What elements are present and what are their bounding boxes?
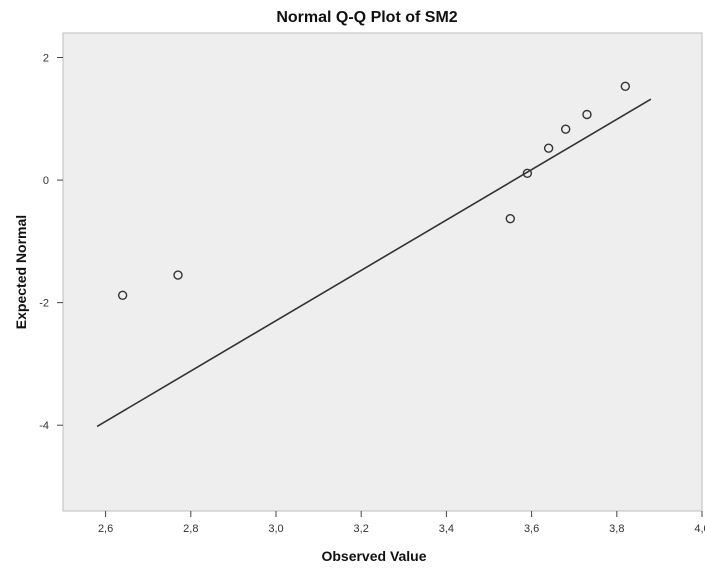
y-tick-label: 0 (43, 175, 49, 187)
x-tick-label: 3,2 (354, 523, 369, 535)
x-tick-label: 3,0 (268, 523, 283, 535)
y-tick-label: 2 (43, 53, 49, 65)
reference-line-group (96, 98, 652, 428)
y-tick-label: -4 (39, 420, 49, 432)
x-axis: 2,6 2,8 3,0 3,2 3,4 3,6 3,8 4,0 (98, 511, 705, 535)
reference-line (96, 98, 652, 428)
data-point (522, 168, 533, 179)
data-point (505, 213, 515, 224)
chart-title: Normal Q-Q Plot of SM2 (276, 9, 457, 26)
data-point (543, 143, 554, 153)
x-axis-title: Observed Value (321, 548, 426, 564)
data-point (620, 81, 631, 92)
data-point (560, 124, 571, 134)
y-tick-label: -2 (39, 298, 49, 310)
x-tick-label: 2,8 (183, 523, 198, 535)
plot-area (62, 32, 703, 512)
data-points (117, 81, 631, 300)
x-tick-label: 3,8 (609, 523, 624, 535)
data-point (173, 270, 183, 280)
x-tick-label: 2,6 (98, 523, 113, 535)
x-tick-label: 3,6 (524, 523, 539, 535)
x-tick-label: 3,4 (439, 523, 454, 535)
x-tick-label: 4,0 (694, 523, 705, 535)
y-axis-title: Expected Normal (13, 215, 29, 329)
y-axis: 2 0 -2 -4 (39, 53, 63, 432)
data-point (117, 290, 128, 300)
data-point (582, 109, 592, 120)
